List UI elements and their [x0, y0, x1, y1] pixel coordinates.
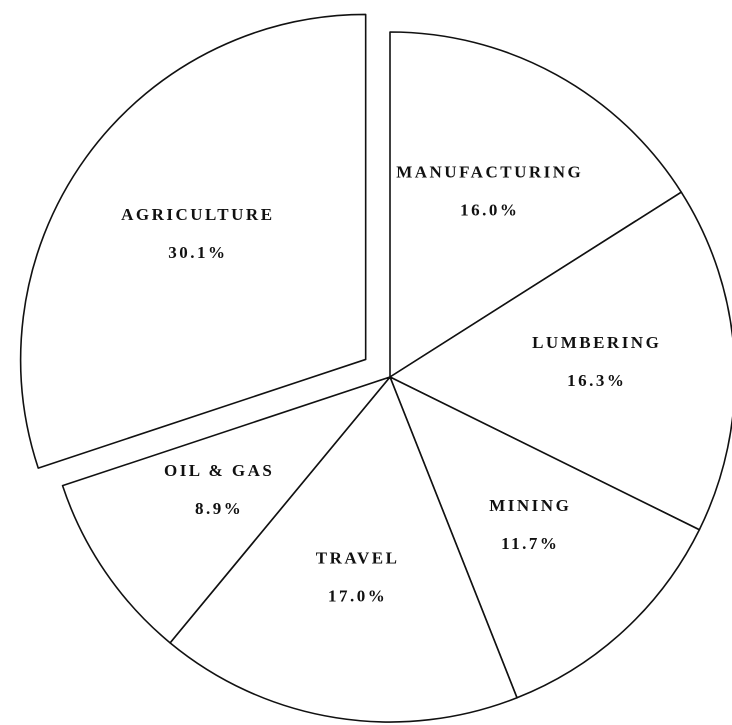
slice-value: 16.3% [567, 371, 626, 390]
slice-value: 11.7% [501, 534, 559, 553]
pie-slice [169, 376, 518, 723]
slice-value: 16.0% [460, 201, 519, 220]
slice-label: LUMBERING [532, 333, 661, 352]
slice-label: OIL & GAS [164, 461, 274, 480]
pie-slice [389, 376, 701, 699]
slice-label: MINING [489, 496, 571, 515]
pie-slice [389, 31, 683, 378]
slice-value: 17.0% [328, 586, 387, 605]
slice-value: 8.9% [195, 499, 243, 518]
slice-value: 30.1% [168, 243, 227, 262]
slice-label: AGRICULTURE [121, 205, 274, 224]
pie-slice [389, 191, 732, 531]
slice-label: TRAVEL [316, 548, 400, 567]
pie-slice [19, 13, 367, 469]
slice-label: MANUFACTURING [396, 163, 583, 182]
pie-slice [61, 376, 391, 644]
